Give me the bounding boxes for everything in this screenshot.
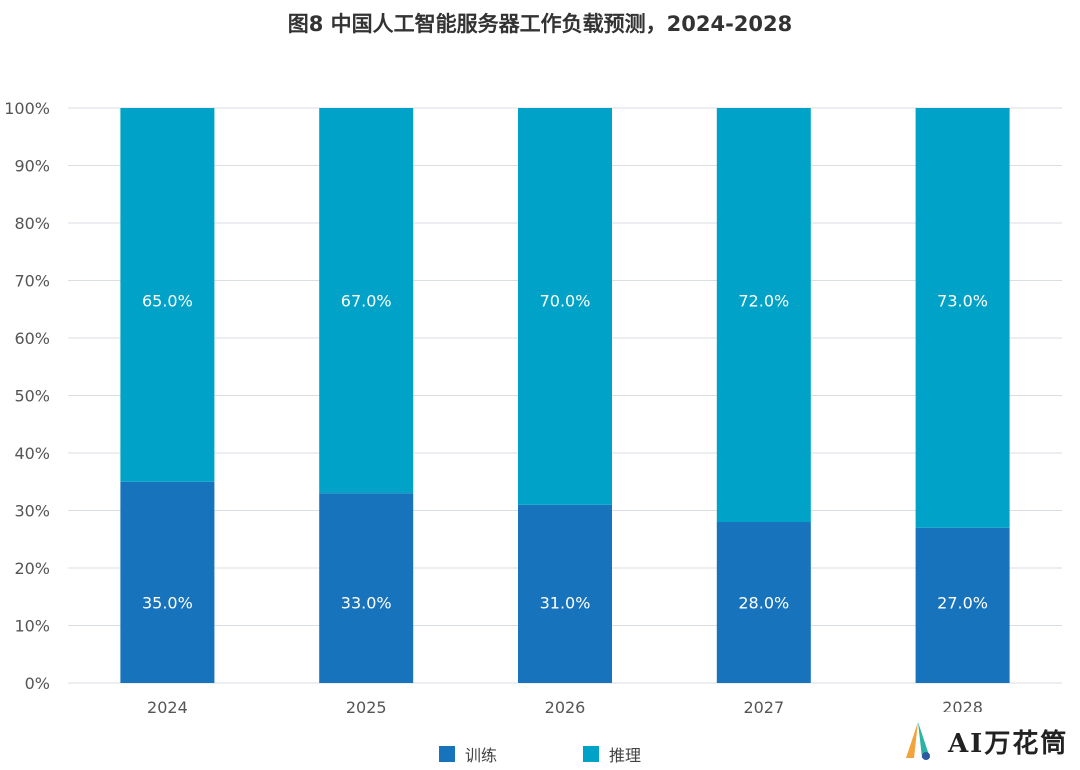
bar-segment-training: [915, 527, 1010, 683]
data-label: 27.0%: [937, 594, 988, 613]
bar-segment-inference: [319, 108, 414, 494]
y-tick-label: 70%: [14, 272, 50, 291]
data-label: 73.0%: [937, 292, 988, 311]
data-label: 28.0%: [738, 594, 789, 613]
y-tick-label: 60%: [14, 329, 50, 348]
bar-segment-inference: [518, 108, 612, 505]
ai-kaleidoscope-logo-icon: [906, 722, 930, 760]
data-label: 35.0%: [142, 594, 193, 613]
y-tick-label: 20%: [14, 559, 50, 578]
bar-segment-training: [319, 493, 414, 683]
data-label: 70.0%: [540, 292, 591, 311]
data-label: 67.0%: [341, 292, 392, 311]
y-tick-label: 100%: [4, 99, 50, 118]
bars: 35.0% 65.0% 33.0% 67.0% 31.0% 70.0% 28.0% 72.0%…: [120, 108, 1010, 683]
bar-segment-inference: [915, 108, 1010, 528]
y-tick-label: 0%: [25, 674, 50, 693]
bar-segment-inference: [120, 108, 215, 482]
y-tick-label: 30%: [14, 502, 50, 521]
bar-segment-inference: [716, 108, 811, 522]
data-label: 65.0%: [142, 292, 193, 311]
legend-label-training: 训练: [464, 746, 497, 765]
y-tick-label: 90%: [14, 157, 50, 176]
watermark: AI万花筒: [880, 712, 1080, 770]
x-tick-label: 2025: [346, 698, 387, 717]
bar-segment-training: [518, 504, 612, 683]
y-tick-label: 10%: [14, 617, 50, 636]
x-tick-label: 2024: [147, 698, 188, 717]
y-tick-label: 40%: [14, 444, 50, 463]
x-tick-label: 2026: [545, 698, 586, 717]
data-label: 31.0%: [540, 594, 591, 613]
data-label: 33.0%: [341, 594, 392, 613]
data-label: 72.0%: [738, 292, 789, 311]
watermark-text: AI万花筒: [948, 728, 1069, 759]
legend-item-training: 训练: [438, 742, 497, 766]
y-tick-label: 80%: [14, 214, 50, 233]
legend-swatch-inference: [583, 746, 599, 762]
legend-label-inference: 推理: [609, 746, 642, 765]
x-tick-label: 2027: [743, 698, 784, 717]
legend: 训练 推理: [0, 742, 1080, 766]
legend-item-inference: 推理: [583, 742, 641, 766]
y-tick-label: 50%: [14, 387, 50, 406]
bar-segment-training: [716, 522, 811, 683]
x-axis: 2024 2025 2026 2027 2028: [147, 698, 983, 717]
y-axis: 0% 10% 20% 30% 40% 50% 60% 70% 80% 90% 100%: [4, 99, 50, 693]
chart-title: 图8 中国人工智能服务器工作负载预测，2024-2028: [287, 12, 793, 36]
bar-segment-training: [120, 481, 215, 683]
legend-swatch-training: [438, 746, 455, 762]
